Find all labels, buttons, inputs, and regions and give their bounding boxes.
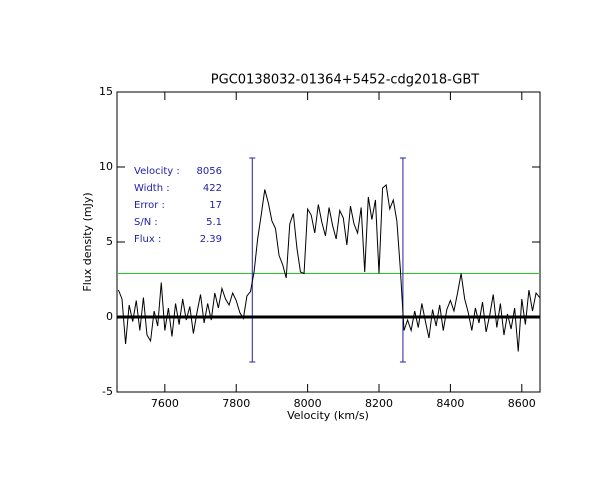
chart-title: PGC0138032-01364+5452-cdg2018-GBT [211, 73, 479, 88]
annotation-label: Width : [134, 183, 170, 194]
annotation-label: S/N : [134, 217, 158, 228]
plot-frame [116, 91, 541, 393]
x-tick-label: 8000 [294, 397, 322, 410]
y-tick-label: -5 [102, 385, 113, 398]
annotation-value: 8056 [197, 166, 222, 177]
annotation-value: 422 [203, 183, 222, 194]
spectrum-line [117, 184, 541, 352]
x-axis-label: Velocity (km/s) [287, 409, 369, 422]
y-axis-label: Flux density (mJy) [81, 192, 94, 291]
annotation-value: 2.39 [200, 234, 222, 245]
x-tick-label: 8600 [508, 397, 536, 410]
x-tick-label: 8200 [365, 397, 393, 410]
annotation-value: 5.1 [206, 217, 222, 228]
x-tick-label: 8400 [436, 397, 464, 410]
y-tick-label: 15 [99, 85, 113, 98]
annotation-label: Flux : [134, 234, 161, 245]
annotation-value: 17 [209, 200, 222, 211]
annotation-label: Velocity : [134, 166, 180, 177]
annotation-label: Error : [134, 200, 165, 211]
y-tick-label: 5 [106, 235, 113, 248]
y-tick-label: 10 [99, 160, 113, 173]
y-tick-label: 0 [106, 310, 113, 323]
x-tick-label: 7800 [222, 397, 250, 410]
x-tick-label: 7600 [151, 397, 179, 410]
